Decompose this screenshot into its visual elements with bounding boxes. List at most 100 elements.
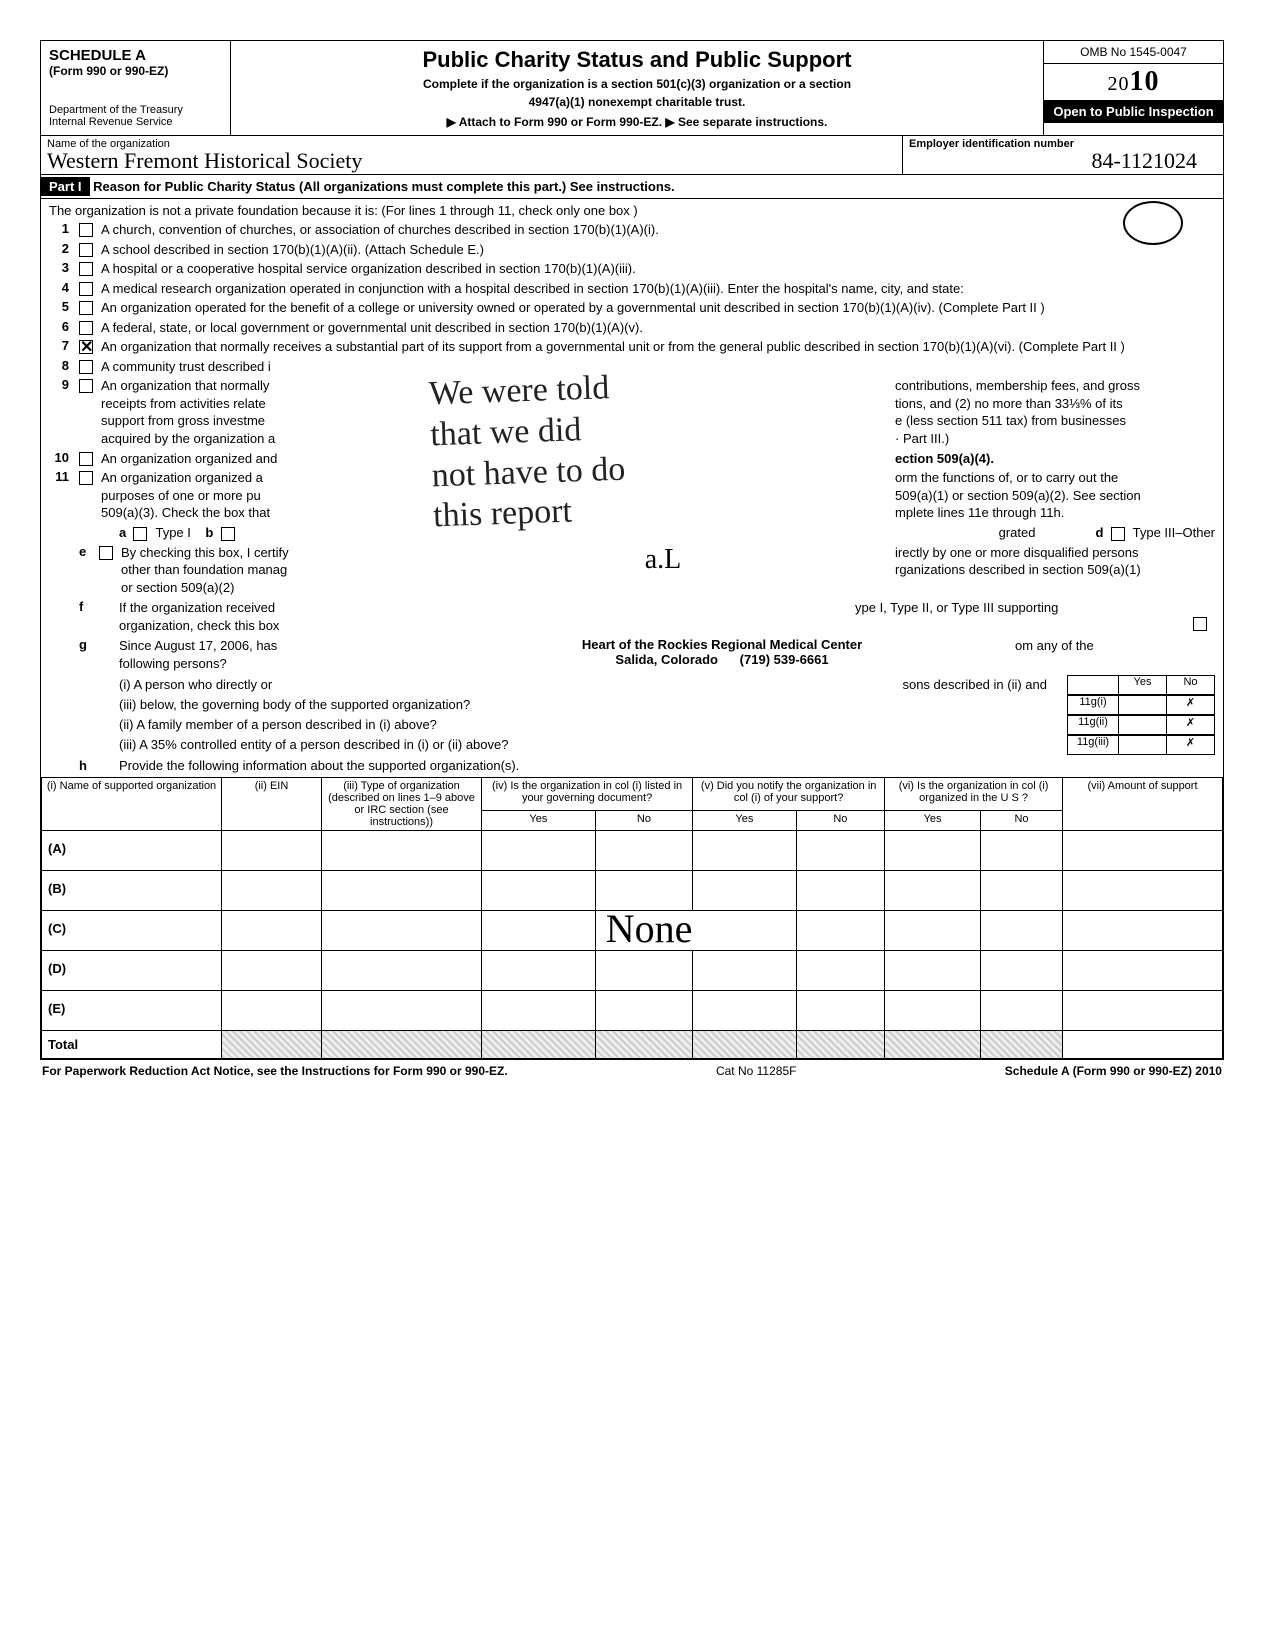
checkbox-3[interactable]: [79, 262, 93, 276]
checkbox-8[interactable]: [79, 360, 93, 374]
th-amount: (vii) Amount of support: [1063, 777, 1223, 830]
part1-header: Part I Reason for Public Charity Status …: [41, 175, 1223, 199]
th-name: (i) Name of supported organization: [42, 777, 222, 830]
r11e-1: By checking this box, I certify: [121, 545, 289, 560]
checkbox-11d[interactable]: [1111, 527, 1125, 541]
part1-title: Reason for Public Charity Status (All or…: [93, 179, 674, 194]
table-row-c: (C)None: [42, 910, 1223, 950]
label-type3other: Type III–Other: [1133, 525, 1215, 540]
label-11d: d: [1095, 525, 1103, 540]
th-listed: (iv) Is the organization in col (i) list…: [482, 777, 693, 810]
r11e-right2: rganizations described in section 509(a)…: [895, 562, 1141, 577]
checkbox-11f[interactable]: [1193, 617, 1207, 631]
dept-treasury: Department of the Treasury: [49, 104, 222, 116]
checkbox-10[interactable]: [79, 452, 93, 466]
checkbox-4[interactable]: [79, 282, 93, 296]
form-sub1: Complete if the organization is a sectio…: [239, 77, 1035, 91]
yn-label-1: 11g(i): [1068, 696, 1118, 714]
table-header-row: (i) Name of supported organization (ii) …: [42, 777, 1223, 810]
year-bold: 10: [1130, 66, 1160, 97]
reason-11: 11 An organization organized a purposes …: [49, 469, 1215, 522]
table-row-a: (A): [42, 830, 1223, 870]
th-notify: (v) Did you notify the organization in c…: [693, 777, 885, 810]
org-name-value[interactable]: Western Fremont Historical Society: [47, 150, 896, 172]
r11g-1: Since August 17, 2006, has: [119, 638, 277, 653]
r11g-right: om any of the: [1015, 637, 1215, 672]
r11h: Provide the following information about …: [119, 758, 519, 773]
yn-11gi-no[interactable]: ✗: [1166, 696, 1214, 714]
label-type1: Type I: [155, 525, 190, 540]
year-prefix: 20: [1108, 73, 1130, 95]
form-sub2: 4947(a)(1) nonexempt charitable trust.: [239, 95, 1035, 109]
r11g-2: following persons?: [119, 656, 227, 671]
th-yes-2: Yes: [693, 810, 796, 830]
r9-right3: e (less section 511 tax) from businesses: [895, 413, 1126, 428]
medical-center-note: Heart of the Rockies Regional Medical Ce…: [429, 637, 1015, 672]
handwriting-none: None: [606, 905, 693, 952]
checkbox-7[interactable]: [79, 340, 93, 354]
oval-mark-icon: [1123, 201, 1183, 245]
r11g-i2: (iii) below, the governing body of the s…: [119, 697, 470, 712]
schedule-label: SCHEDULE A: [49, 47, 222, 64]
row-e-label: (E): [42, 990, 222, 1030]
reason-6: 6A federal, state, or local government o…: [49, 319, 1215, 337]
checkbox-11e[interactable]: [99, 546, 113, 560]
r11g-iii: (iii) A 35% controlled entity of a perso…: [119, 737, 508, 752]
checkbox-11a[interactable]: [133, 527, 147, 541]
form-page: SCHEDULE A (Form 990 or 990-EZ) Departme…: [40, 40, 1224, 1060]
r9-right1: contributions, membership fees, and gros…: [895, 378, 1140, 393]
r10-right: ection 509(a)(4).: [895, 450, 1215, 468]
line-11h: h Provide the following information abou…: [49, 758, 1215, 773]
initials: a.L: [645, 544, 682, 575]
yn-11giii-yes[interactable]: [1118, 736, 1166, 754]
header-center: Public Charity Status and Public Support…: [231, 41, 1043, 135]
yn-11gii-no[interactable]: ✗: [1166, 716, 1214, 734]
row-11gi2: (iii) below, the governing body of the s…: [119, 695, 1215, 715]
form-title: Public Charity Status and Public Support: [239, 47, 1035, 73]
checkbox-6[interactable]: [79, 321, 93, 335]
yn-11gi-yes[interactable]: [1118, 696, 1166, 714]
line-11g-sub: (i) A person who directly or sons descri…: [49, 675, 1215, 755]
checkbox-11[interactable]: [79, 471, 93, 485]
line-11e: e By checking this box, I certify other …: [49, 544, 1215, 597]
r11-c: 509(a)(3). Check the box that: [101, 505, 270, 520]
th-type: (iii) Type of organization (described on…: [322, 777, 482, 830]
yn-11gii-yes[interactable]: [1118, 716, 1166, 734]
page-footer: For Paperwork Reduction Act Notice, see …: [40, 1060, 1224, 1078]
th-no-1: No: [595, 810, 692, 830]
checkbox-1[interactable]: [79, 223, 93, 237]
r9-frag-a: An organization that normally: [101, 378, 269, 393]
frag-grated: grated: [999, 525, 1036, 540]
form-header: SCHEDULE A (Form 990 or 990-EZ) Departme…: [41, 41, 1223, 136]
row-b-label: (B): [42, 870, 222, 910]
org-row: Name of the organization Western Fremont…: [41, 136, 1223, 175]
reason-2: 2A school described in section 170(b)(1)…: [49, 241, 1215, 259]
checkbox-9[interactable]: [79, 379, 93, 393]
part1-lead: The organization is not a private founda…: [49, 203, 1215, 218]
org-name-cell: Name of the organization Western Fremont…: [41, 136, 903, 174]
checkbox-5[interactable]: [79, 301, 93, 315]
form-ref: (Form 990 or 990-EZ): [49, 64, 222, 78]
header-left: SCHEDULE A (Form 990 or 990-EZ) Departme…: [41, 41, 231, 135]
ein-value[interactable]: 84-1121024: [909, 150, 1217, 172]
yn-11giii-no[interactable]: ✗: [1166, 736, 1214, 754]
line-11abd: a Type I b grated d Type III–Other: [49, 525, 1215, 541]
th-no-3: No: [980, 810, 1062, 830]
row-c-label: (C): [42, 910, 222, 950]
r9-frag-c: support from gross investme: [101, 413, 265, 428]
checkbox-11b[interactable]: [221, 527, 235, 541]
dept-irs: Internal Revenue Service: [49, 116, 222, 128]
r11-a: An organization organized a: [101, 470, 263, 485]
checkbox-2[interactable]: [79, 243, 93, 257]
r11f-1: If the organization received: [119, 600, 275, 615]
ein-cell: Employer identification number 84-112102…: [903, 136, 1223, 174]
row-d-label: (D): [42, 950, 222, 990]
th-yes-3: Yes: [885, 810, 981, 830]
yn-header: Yes No: [1067, 675, 1215, 695]
r11-right1: orm the functions of, or to carry out th…: [895, 470, 1118, 485]
note-phone: (719) 539-6661: [740, 652, 829, 667]
reason-10: 10 An organization organized and ection …: [49, 450, 1215, 468]
r11e-right1: irectly by one or more disqualified pers…: [895, 545, 1139, 560]
row-11gi: (i) A person who directly or sons descri…: [119, 675, 1215, 695]
r11-right3: mplete lines 11e through 11h.: [895, 505, 1064, 520]
